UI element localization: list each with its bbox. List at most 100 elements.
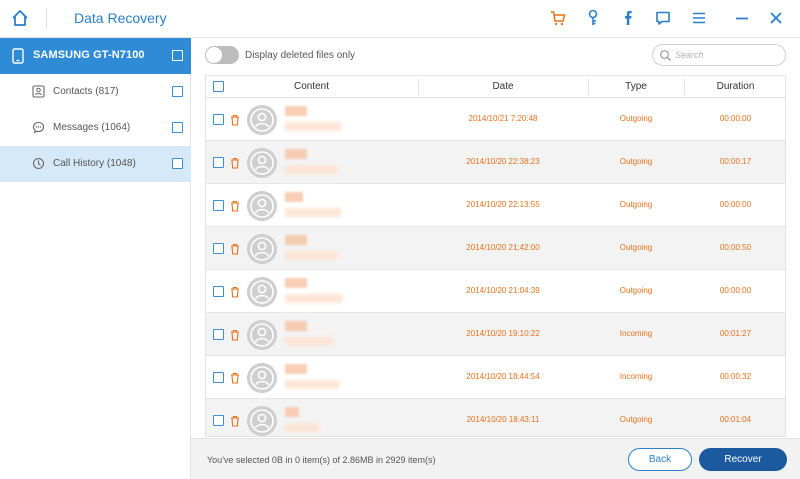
header-date[interactable]: Date [492, 81, 514, 92]
column-divider [588, 79, 589, 95]
toggle-knob [206, 47, 222, 63]
search-input[interactable] [675, 47, 780, 63]
redacted-contact-number [285, 294, 343, 303]
clock-icon [32, 157, 45, 170]
cell-date: 2014/10/20 22:38:23 [466, 157, 540, 166]
cell-date: 2014/10/20 19:10:22 [466, 329, 540, 338]
trash-icon [230, 285, 240, 298]
select-all-checkbox[interactable] [213, 81, 224, 92]
table-row[interactable]: 2014/10/20 18:43:11 Outgoing 00:01:04 [206, 399, 785, 436]
cell-type: Outgoing [619, 415, 653, 424]
toggle-label: Display deleted files only [245, 50, 356, 61]
avatar [247, 320, 277, 350]
cell-type: Outgoing [619, 114, 653, 123]
table-row[interactable]: 2014/10/20 22:38:23 Outgoing 00:00:17 [206, 141, 785, 184]
footer-bar: You've selected 0B in 0 item(s) of 2.86M… [191, 438, 800, 479]
header-content[interactable]: Content [293, 81, 330, 92]
sidebar-item-label: Messages (1064) [53, 122, 131, 133]
minimize-icon[interactable] [733, 9, 751, 27]
trash-icon [230, 371, 240, 384]
sidebar-item-contacts[interactable]: Contacts (817) [0, 74, 191, 110]
trash-icon [230, 113, 240, 126]
table-row[interactable]: 2014/10/20 19:10:22 Incoming 00:01:27 [206, 313, 785, 356]
selection-status: You've selected 0B in 0 item(s) of 2.86M… [207, 455, 436, 465]
cell-type: Outgoing [619, 286, 653, 295]
header-type[interactable]: Type [625, 81, 647, 92]
cell-duration: 00:00:00 [719, 200, 752, 209]
redacted-contact-name [285, 106, 307, 116]
back-button[interactable]: Back [628, 448, 692, 471]
avatar [247, 406, 277, 436]
avatar [247, 234, 277, 264]
redacted-contact-number [285, 208, 341, 217]
cell-duration: 00:01:27 [719, 329, 752, 338]
cell-date: 2014/10/20 18:43:11 [466, 415, 540, 424]
cell-date: 2014/10/20 21:04:39 [466, 286, 540, 295]
cell-type: Incoming [619, 329, 653, 338]
table-header: Content Date Type Duration [206, 76, 785, 98]
cell-duration: 00:00:50 [719, 243, 752, 252]
title-divider [46, 8, 47, 30]
cell-type: Incoming [619, 372, 653, 381]
chat-icon[interactable] [654, 9, 672, 27]
contacts-checkbox[interactable] [172, 86, 183, 97]
redacted-contact-name [285, 235, 307, 245]
table-row[interactable]: 2014/10/20 22:13:55 Outgoing 00:00:00 [206, 184, 785, 227]
row-checkbox[interactable] [213, 243, 224, 254]
avatar [247, 148, 277, 178]
column-divider [684, 79, 685, 95]
menu-icon[interactable] [690, 9, 708, 27]
redacted-contact-number [285, 122, 341, 131]
device-header[interactable]: SAMSUNG GT-N7100 [0, 38, 191, 74]
sidebar: SAMSUNG GT-N7100 Contacts (817) Messages… [0, 38, 191, 479]
device-name: SAMSUNG GT-N7100 [33, 49, 145, 61]
messages-checkbox[interactable] [172, 122, 183, 133]
title-bar: Data Recovery [0, 0, 800, 38]
row-checkbox[interactable] [213, 329, 224, 340]
facebook-icon[interactable] [619, 9, 637, 27]
header-duration[interactable]: Duration [716, 81, 755, 92]
cell-duration: 00:00:17 [719, 157, 752, 166]
cell-duration: 00:00:00 [719, 286, 752, 295]
recover-button[interactable]: Recover [699, 448, 787, 471]
key-icon[interactable] [584, 9, 602, 27]
cell-date: 2014/10/21 7:20:48 [468, 114, 538, 123]
column-divider [418, 79, 419, 95]
cell-type: Outgoing [619, 157, 653, 166]
sidebar-item-label: Contacts (817) [53, 86, 119, 97]
cell-type: Outgoing [619, 200, 653, 209]
app-title: Data Recovery [74, 10, 167, 26]
row-checkbox[interactable] [213, 415, 224, 426]
table-row[interactable]: 2014/10/20 18:44:54 Incoming 00:00:32 [206, 356, 785, 399]
deleted-only-toggle[interactable] [205, 46, 239, 64]
redacted-contact-name [285, 149, 307, 159]
contacts-icon [32, 85, 45, 98]
home-icon[interactable] [10, 8, 30, 28]
table-row[interactable]: 2014/10/20 21:42:00 Outgoing 00:00:50 [206, 227, 785, 270]
row-checkbox[interactable] [213, 200, 224, 211]
trash-icon [230, 199, 240, 212]
close-icon[interactable] [767, 9, 785, 27]
table-row[interactable]: 2014/10/21 7:20:48 Outgoing 00:00:00 [206, 98, 785, 141]
redacted-contact-number [285, 165, 337, 174]
messages-icon [32, 121, 45, 134]
cell-duration: 00:00:00 [719, 114, 752, 123]
redacted-contact-number [285, 380, 339, 389]
sidebar-item-label: Call History (1048) [53, 158, 136, 169]
row-checkbox[interactable] [213, 114, 224, 125]
sidebar-item-messages[interactable]: Messages (1064) [0, 110, 191, 146]
avatar [247, 105, 277, 135]
cart-icon[interactable] [549, 9, 567, 27]
device-checkbox[interactable] [172, 50, 183, 61]
row-checkbox[interactable] [213, 157, 224, 168]
redacted-contact-name [285, 278, 307, 288]
sidebar-item-call-history[interactable]: Call History (1048) [0, 146, 191, 182]
cell-date: 2014/10/20 18:44:54 [466, 372, 540, 381]
row-checkbox[interactable] [213, 372, 224, 383]
table-row[interactable]: 2014/10/20 21:04:39 Outgoing 00:00:00 [206, 270, 785, 313]
cell-date: 2014/10/20 22:13:55 [466, 200, 540, 209]
trash-icon [230, 156, 240, 169]
trash-icon [230, 242, 240, 255]
row-checkbox[interactable] [213, 286, 224, 297]
call-history-checkbox[interactable] [172, 158, 183, 169]
